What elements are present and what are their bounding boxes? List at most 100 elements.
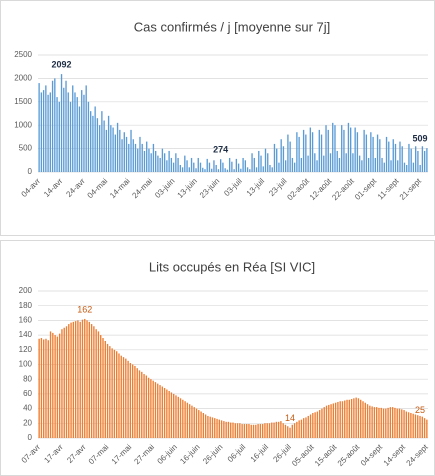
bar [323,407,325,438]
bar [325,405,328,438]
bar [110,125,112,172]
bar [363,129,365,172]
bar [282,146,285,172]
bar [184,155,186,172]
bar [419,415,421,438]
bar [242,157,244,172]
bar [389,407,392,438]
bar [255,167,258,172]
y-tick-label: 100 [19,360,33,369]
bar [412,162,415,172]
bar [179,164,181,172]
bar [350,399,353,438]
bar [415,146,417,172]
bar [105,129,108,172]
bar [365,134,368,172]
bar [125,136,128,172]
bar [54,78,56,172]
bar [314,153,316,172]
bar [49,331,52,438]
bar [260,155,262,172]
bar [163,388,166,438]
y-tick-label: 120 [19,345,33,354]
bar [361,160,363,172]
bar [43,339,45,438]
bar [258,150,260,172]
bar [344,400,346,438]
y-tick-label: 2000 [14,74,32,83]
bar [358,155,361,172]
bar [81,90,83,172]
bar [280,139,282,172]
bar [159,157,161,172]
bar [338,157,341,172]
bar [177,396,179,438]
bar [72,321,75,438]
bar [312,413,314,438]
bar [175,153,177,172]
bar [81,319,84,438]
bar [130,129,132,172]
chart-title: Cas confirmés / j [moyenne sur 7j] [134,19,331,34]
bar [42,90,45,172]
bar [250,424,252,438]
bar [70,322,72,438]
bar [392,139,394,172]
bar [394,143,397,172]
bar [240,168,242,172]
bar [383,162,385,172]
bar [334,125,336,172]
bar [423,150,426,172]
bar [381,157,383,172]
chart-title: Lits occupés en Réa [SI VIC] [149,259,315,274]
bar [86,320,88,438]
bar [307,415,309,438]
bar [423,418,426,438]
bar [287,426,289,438]
bar [101,111,103,172]
y-tick-label: 80 [23,374,32,383]
bar [141,371,143,438]
bar [296,421,298,438]
bar [148,148,150,172]
bar [145,375,148,438]
bar [125,358,127,438]
bar [40,338,43,438]
bar [213,160,215,172]
bar [376,407,378,438]
bar [134,143,137,172]
bar [323,155,325,172]
bar [264,148,267,172]
bar [348,399,350,438]
bar [401,409,403,438]
bar [300,157,303,172]
bar [204,414,207,438]
bar [49,92,51,172]
bar [63,87,65,172]
bar [150,153,152,172]
bar [271,422,273,438]
bar [195,168,197,172]
bar [417,415,419,438]
bar [209,416,211,438]
y-tick-label: 60 [23,389,32,398]
bar [56,97,58,172]
bar [248,424,250,438]
bar [47,94,49,172]
bar [369,405,371,438]
bar [102,338,104,438]
bar [58,101,60,172]
bar [72,85,74,172]
bar [267,153,269,172]
bar [311,132,314,172]
bar [227,421,230,438]
bar [419,164,421,172]
bar [127,360,129,438]
bar [285,160,287,172]
bar [139,136,141,172]
bar [382,408,385,438]
bar [190,157,193,172]
bar [121,139,123,172]
bar [222,162,224,172]
bar [123,132,125,172]
